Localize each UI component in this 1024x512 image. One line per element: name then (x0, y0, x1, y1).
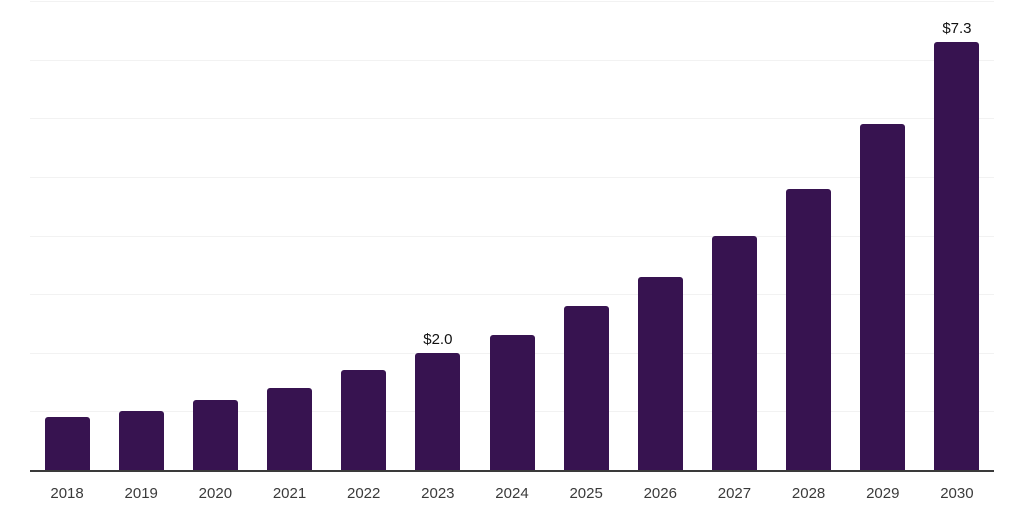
plot-area: $2.0 $7.3 (30, 0, 994, 470)
bar-2021 (267, 387, 313, 470)
gridline-8 (30, 1, 994, 2)
x-tick-2019: 2019 (124, 485, 158, 502)
x-tick-2030: 2030 (940, 485, 974, 502)
value-label-2023: $2.0 (423, 330, 453, 348)
bar-2024 (489, 335, 535, 470)
gridline-3 (30, 294, 994, 296)
bar-2025 (563, 305, 609, 470)
bar-2018 (44, 417, 90, 470)
x-tick-2028: 2028 (791, 485, 826, 502)
x-tick-2029: 2029 (866, 485, 900, 502)
gridline-4 (30, 235, 994, 237)
bar-2023 (415, 352, 461, 470)
gridline-5 (30, 176, 994, 178)
bar-2026 (637, 276, 683, 470)
bar-2019 (118, 411, 164, 470)
x-tick-2025: 2025 (569, 485, 603, 502)
x-tick-2018: 2018 (50, 485, 84, 502)
bar-2022 (341, 370, 387, 470)
x-tick-2026: 2026 (643, 485, 677, 502)
x-tick-2023: 2023 (421, 485, 455, 502)
gridline-6 (30, 118, 994, 120)
x-tick-2024: 2024 (495, 485, 529, 502)
x-tick-2021: 2021 (272, 485, 307, 502)
value-label-2030: $7.3 (942, 20, 972, 38)
bar-2020 (192, 399, 238, 470)
bar-2027 (711, 235, 757, 470)
x-tick-2027: 2027 (717, 485, 752, 502)
gridline-7 (30, 59, 994, 61)
bar-2029 (860, 124, 906, 470)
bar-2030 (934, 42, 980, 470)
x-tick-2022: 2022 (346, 485, 381, 502)
bar-2028 (786, 188, 832, 470)
x-axis-line (30, 470, 994, 472)
x-tick-2020: 2020 (198, 485, 233, 502)
